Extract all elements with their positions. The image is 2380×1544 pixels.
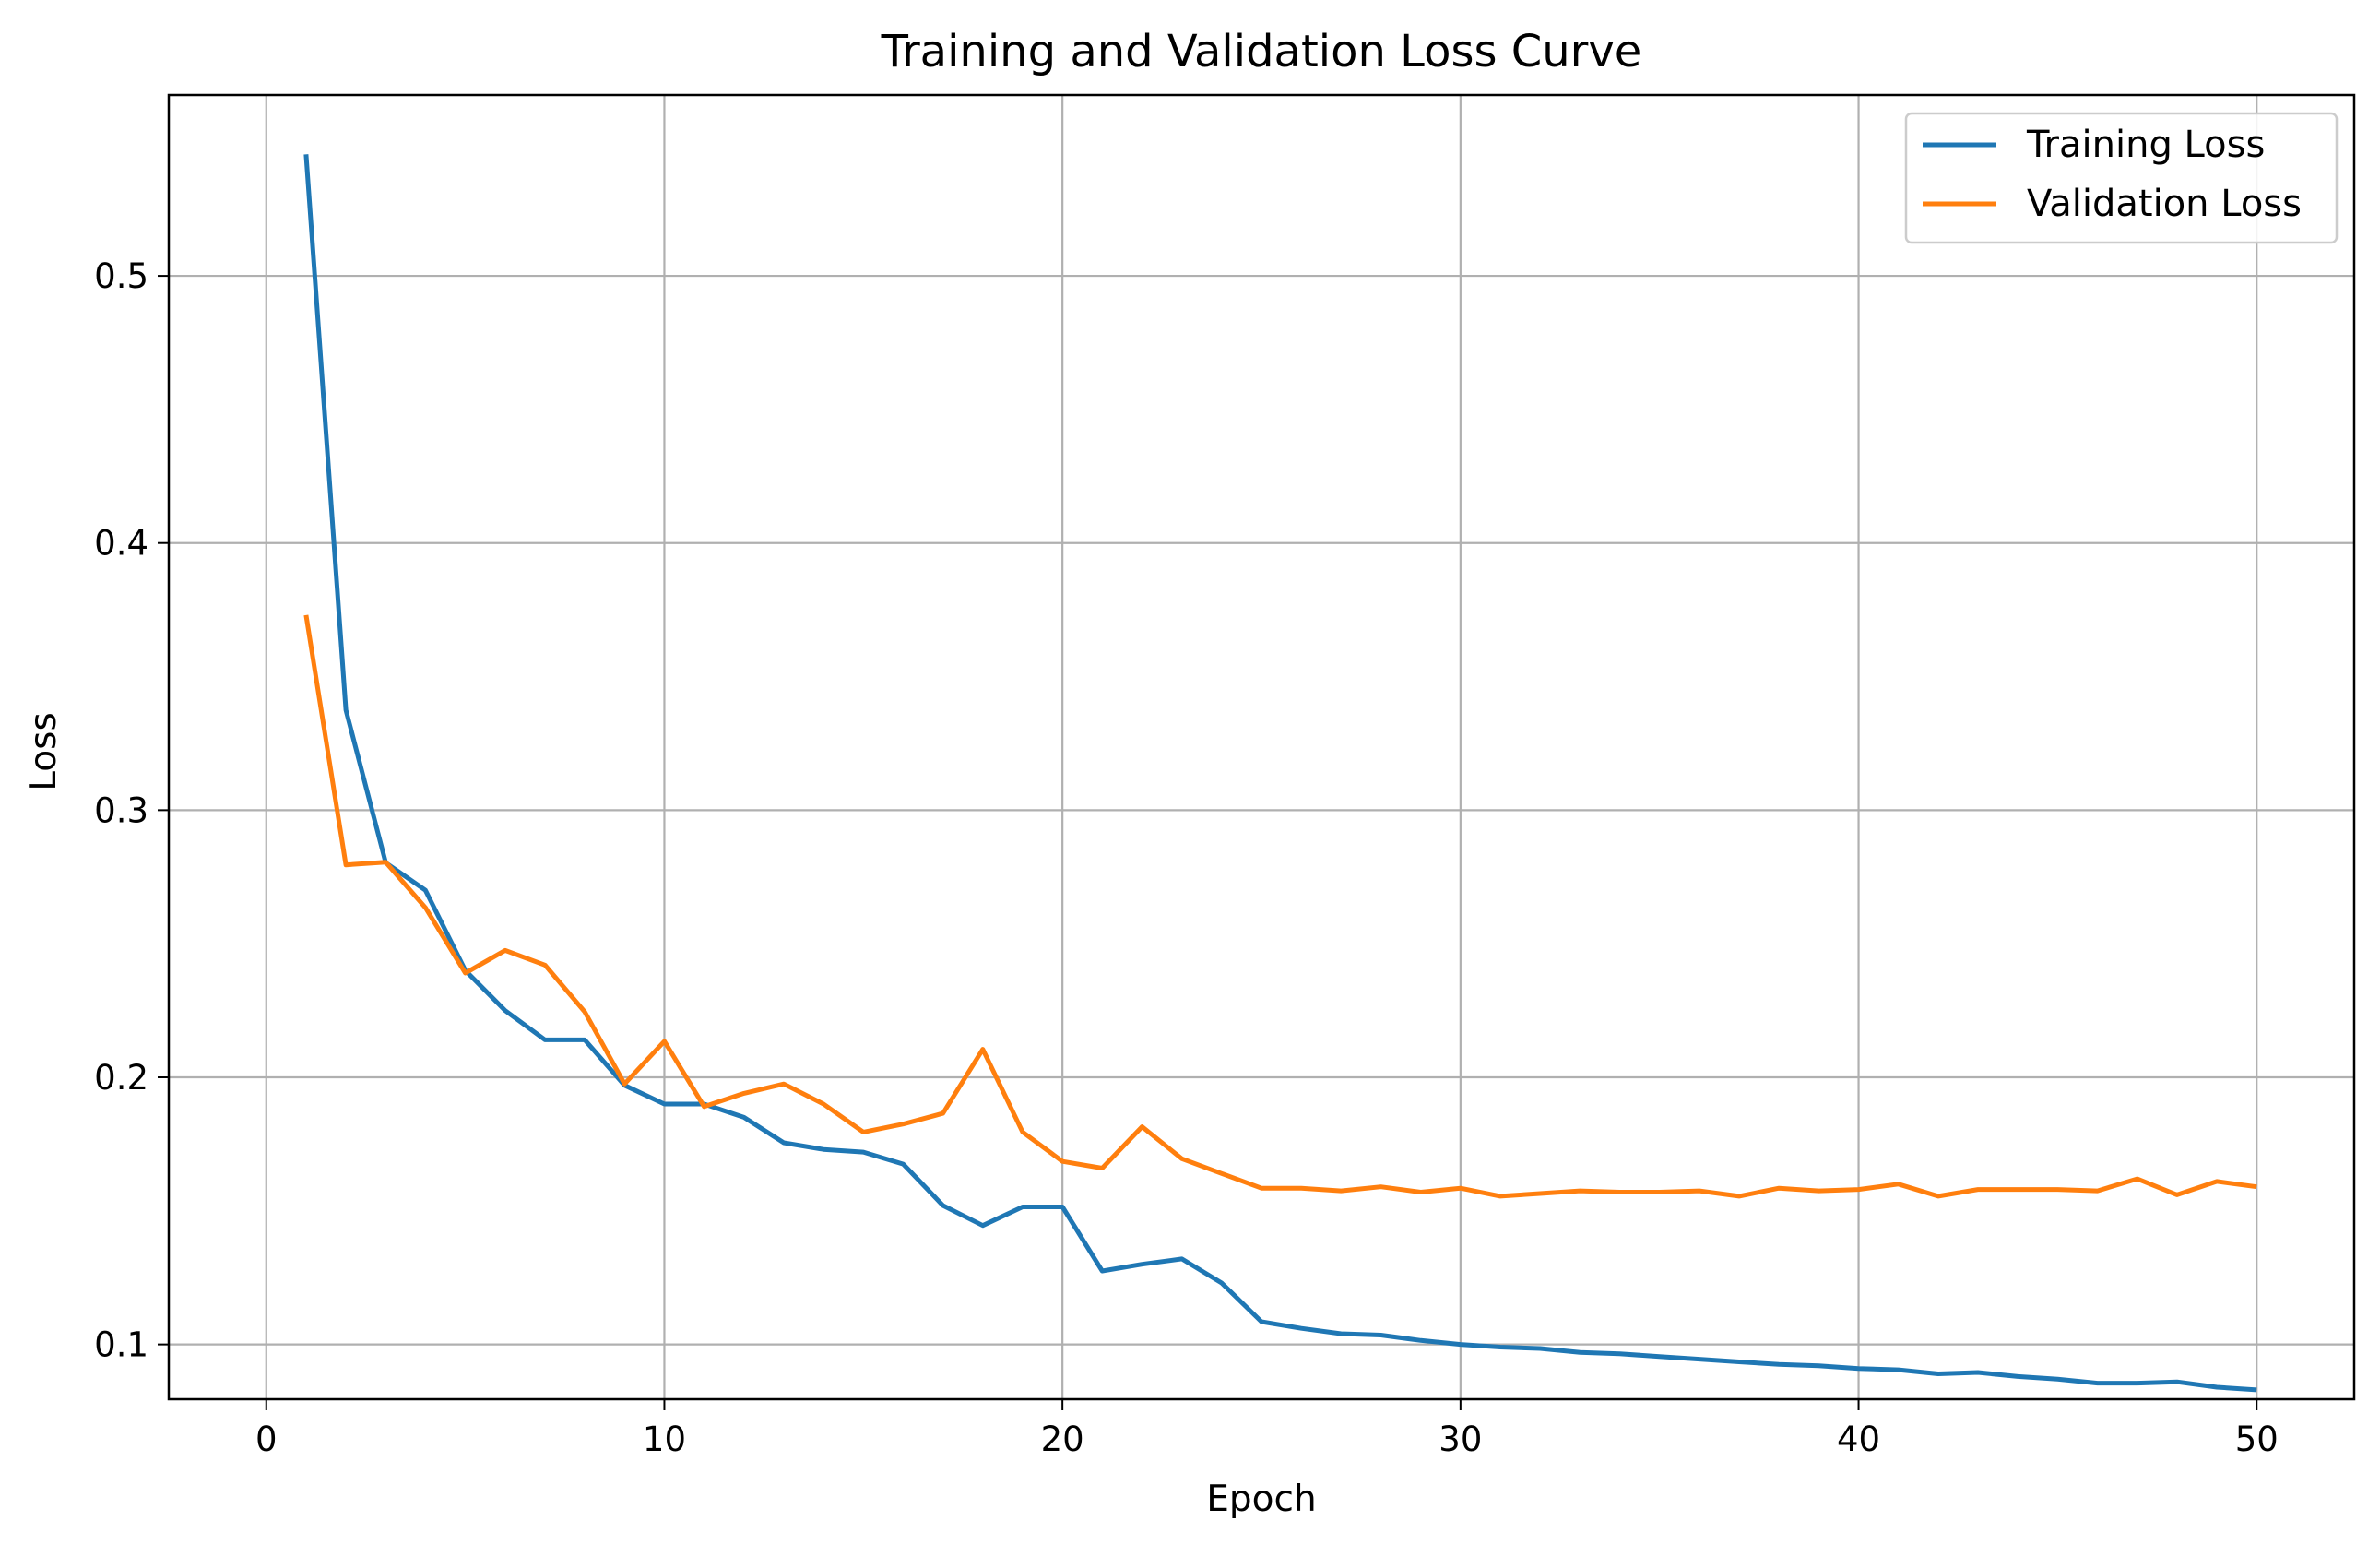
x-tick-label: 40 xyxy=(1837,1419,1880,1459)
axis-ticks: 0 10 20 30 40 50 0.1 0.2 0.3 0.4 0.5 xyxy=(94,256,2279,1459)
series-lines xyxy=(303,154,2257,1393)
x-axis-label: Epoch xyxy=(1206,1479,1316,1520)
x-tick-label: 10 xyxy=(643,1419,686,1459)
legend: Training Loss Validation Loss xyxy=(1904,112,2339,244)
y-tick-label: 0.5 xyxy=(94,256,148,296)
y-tick-label: 0.2 xyxy=(94,1058,148,1098)
x-tick-label: 50 xyxy=(2235,1419,2279,1459)
legend-label-validation: Validation Loss xyxy=(2027,183,2302,225)
y-tick-label: 0.3 xyxy=(94,790,148,830)
y-tick-label: 0.4 xyxy=(94,524,148,564)
validation-loss-line xyxy=(303,614,2257,1199)
legend-label-training: Training Loss xyxy=(2026,124,2265,166)
legend-box xyxy=(1904,112,2339,244)
chart-title: Training and Validation Loss Curve xyxy=(881,26,1642,77)
plot-area-frame xyxy=(167,93,2356,1401)
x-tick-label: 0 xyxy=(255,1419,278,1459)
x-tick-label: 30 xyxy=(1439,1419,1482,1459)
x-tick-label: 20 xyxy=(1041,1419,1084,1459)
y-tick-label: 0.1 xyxy=(94,1325,148,1365)
training-loss-line xyxy=(303,154,2257,1393)
gridlines xyxy=(169,95,2354,1399)
y-axis-label: Loss xyxy=(23,712,65,791)
